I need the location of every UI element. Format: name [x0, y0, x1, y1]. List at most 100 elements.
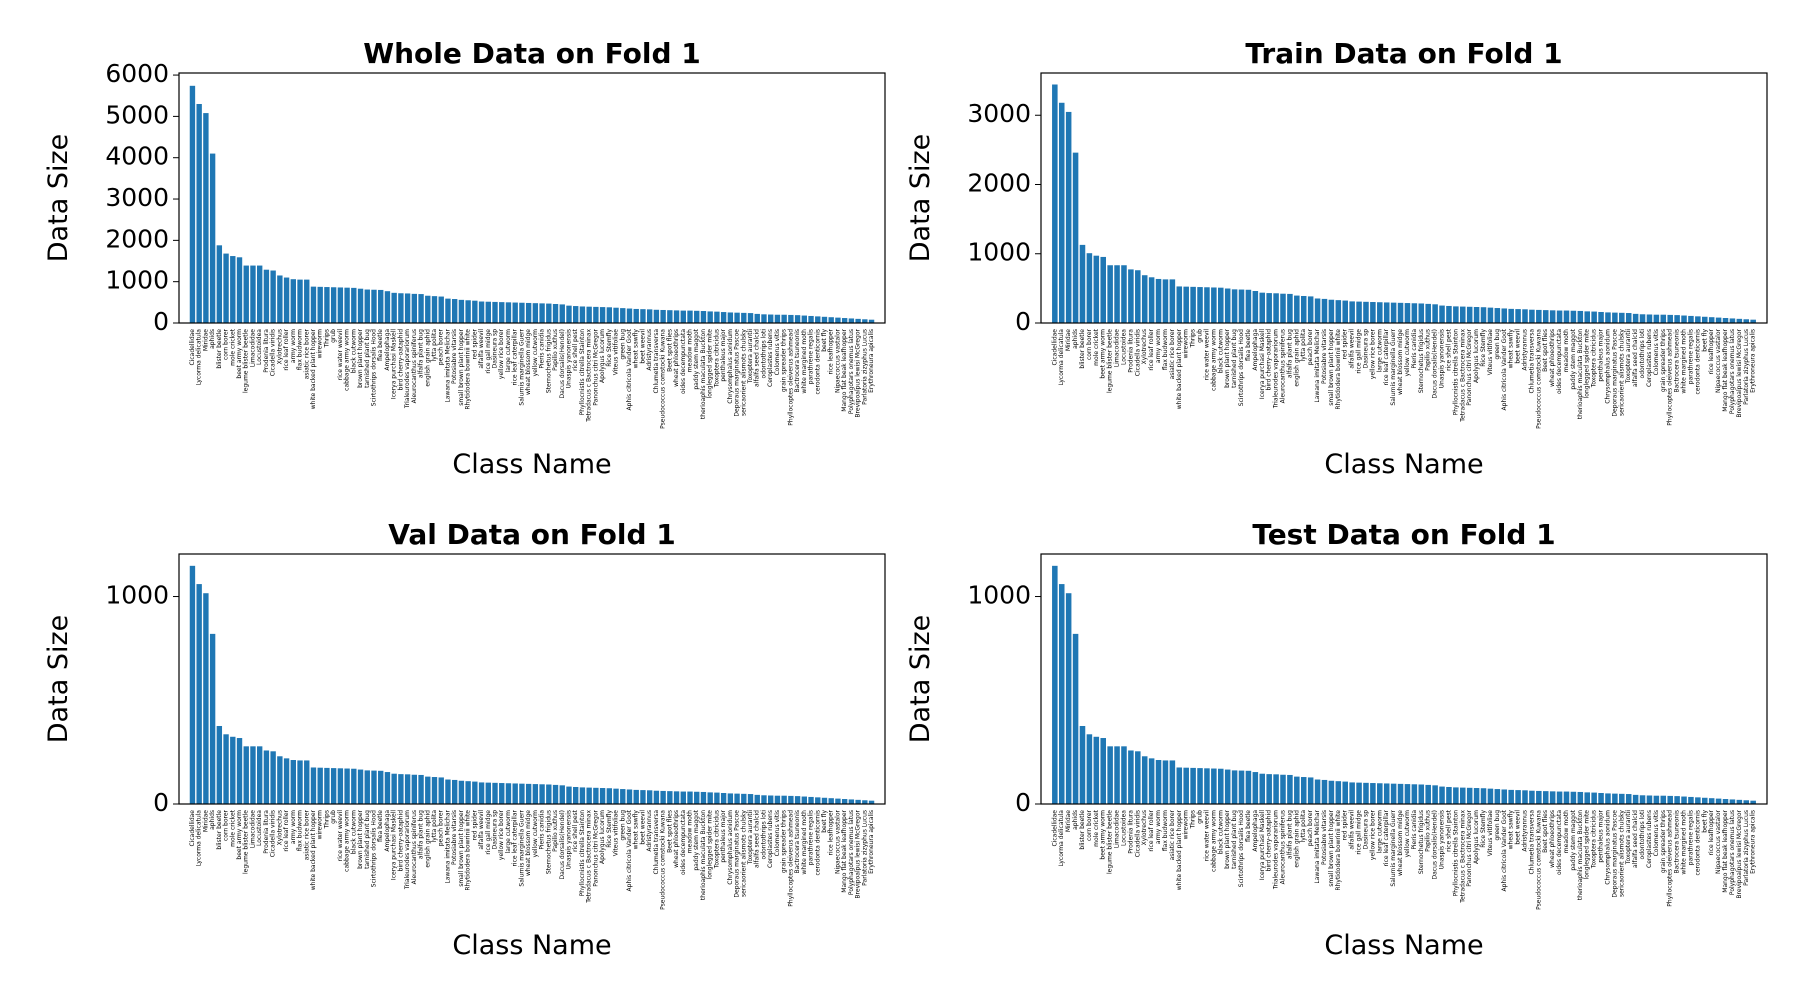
bar: [243, 746, 249, 804]
x-tick-label: Deporaus marginatus Pascoe: [1611, 810, 1618, 898]
bar: [1273, 774, 1279, 804]
bar: [573, 306, 579, 323]
x-tick-label: brown plant hopper: [357, 328, 364, 387]
bar: [593, 306, 599, 323]
bar: [593, 787, 599, 804]
bar: [1328, 299, 1335, 323]
x-tick-label: Prodenia litura: [1127, 329, 1134, 373]
x-tick-label: Chlumetia transversa: [653, 810, 660, 875]
x-tick-label: Phyllocoptes oleiverus ashmead: [787, 810, 794, 907]
bar: [1750, 319, 1756, 323]
bar: [1591, 792, 1597, 804]
x-tick-label: grain spreader thrips: [1660, 810, 1667, 873]
x-tick-label: army worm: [1155, 329, 1162, 363]
x-tick-label: red spider: [471, 809, 478, 840]
x-tick-label: legume blister beetle: [243, 810, 250, 874]
x-tick-label: beet fly: [1701, 329, 1708, 352]
bar: [1653, 795, 1660, 804]
x-tick-label: rice leaf caterpillar: [1383, 328, 1390, 385]
bar: [1722, 318, 1729, 323]
bar: [458, 780, 465, 804]
x-tick-label: sericaorient alismots chulsky: [740, 329, 747, 416]
x-tick-label: Mango flat beak leafhopper: [841, 328, 848, 411]
x-tick-label: Brevipoalpus lewisi McGregor: [855, 809, 862, 898]
x-tick-label: red spider: [1342, 328, 1349, 359]
bar: [209, 153, 216, 323]
bar: [378, 289, 384, 323]
x-tick-label: alfalfa seed chalcid: [754, 329, 761, 387]
x-tick-label: Ceroplastes rubens: [1646, 810, 1653, 868]
x-tick-label: Aphis citricola Vander Goot: [1501, 809, 1508, 891]
bar: [620, 789, 626, 804]
x-tick-label: Pseudococcus comstocki Kuwana: [1535, 810, 1542, 910]
bar: [1743, 800, 1750, 804]
bar: [808, 315, 814, 323]
bar: [1653, 314, 1660, 323]
x-tick-label: black cutworm: [350, 810, 357, 854]
x-tick-label: Colomerus vitis: [774, 329, 781, 375]
bar: [378, 770, 384, 804]
bar: [1162, 279, 1169, 323]
x-tick-label: alfalfa seed chalcid: [754, 810, 761, 868]
x-tick-label: Miridae: [1065, 810, 1072, 832]
x-tick-label: aphids: [209, 329, 216, 349]
x-tick-label: paddy stem maggot: [1570, 328, 1577, 389]
bar: [1197, 287, 1203, 323]
x-tick-label: Tetradacus c Bactrocera minax: [586, 810, 593, 904]
bar: [297, 279, 303, 323]
bar: [1453, 306, 1459, 323]
bar: [747, 313, 754, 323]
bar: [1522, 309, 1528, 323]
x-tick-label: Toxoptera aurantii: [1625, 329, 1632, 385]
x-tick-label: asiatic rice borer: [303, 328, 310, 379]
x-tick-label: Salurnis marginella Guerr: [1390, 328, 1397, 405]
x-tick-label: beet weevil: [1515, 810, 1522, 845]
x-tick-label: Apolygus lucorum: [599, 329, 606, 383]
x-tick-label: rice leaf caterpillar: [512, 328, 519, 385]
x-tick-label: Miridae: [1065, 329, 1072, 351]
bar: [512, 783, 518, 804]
bar: [290, 279, 296, 323]
bar: [1231, 770, 1238, 804]
bar: [714, 792, 720, 804]
x-tick-label: Lycorma delicatula: [196, 329, 203, 386]
x-tick-label: Chlumetia transversa: [1528, 329, 1535, 394]
bar: [1093, 255, 1100, 323]
bar: [1342, 781, 1348, 804]
bar: [1598, 311, 1604, 323]
x-tick-label: yellow rice borer: [498, 328, 505, 379]
bar: [1245, 289, 1252, 323]
x-tick-label: Panonchus citri McGregor: [1466, 328, 1473, 405]
x-tick-label: asiatic rice borer: [1169, 809, 1176, 860]
bar: [815, 316, 821, 323]
bar: [1183, 286, 1189, 323]
bar: [1432, 785, 1438, 804]
bar: [754, 313, 760, 323]
x-tick-label: paddy stem maggot: [1570, 809, 1577, 870]
x-tick-label: Polyphagotars onemus latus: [1729, 810, 1736, 895]
bar: [499, 783, 505, 804]
x-tick-label: Dacus dorsalis(Hendel): [559, 810, 566, 880]
x-tick-label: Cicadellidae: [1051, 329, 1058, 366]
x-tick-label: Lawana imitata Melichar: [444, 328, 451, 402]
x-tick-label: alfalfa seed chalcid: [1632, 810, 1639, 868]
x-tick-label: Parlatoria zizyphus Lucus: [1743, 810, 1750, 886]
bar: [768, 795, 774, 804]
bar: [546, 303, 552, 323]
bar: [1598, 793, 1604, 804]
x-tick-label: Aleurocanthus spiniferus: [1280, 329, 1287, 403]
bar: [216, 245, 223, 323]
x-tick-label: Trialeurodes vaporariorum: [404, 329, 411, 409]
bar: [525, 783, 532, 804]
x-tick-label: white backed plant hopper: [1176, 809, 1183, 890]
bar: [1446, 786, 1452, 804]
x-tick-label: rice shell pest: [1445, 328, 1452, 371]
x-tick-label: english grain aphid: [1293, 329, 1300, 387]
x-tick-label: corn borer: [1086, 809, 1093, 841]
x-tick-label: alfalfa weevil: [478, 810, 485, 850]
bar: [1363, 301, 1369, 323]
x-tick-label: Icerya purchasi Maskell: [1259, 810, 1266, 880]
x-tick-label: rice leaf roller: [283, 809, 290, 851]
chart-title: Train Data on Fold 1: [1245, 37, 1562, 70]
x-tick-label: Prodenia litura: [263, 329, 270, 373]
